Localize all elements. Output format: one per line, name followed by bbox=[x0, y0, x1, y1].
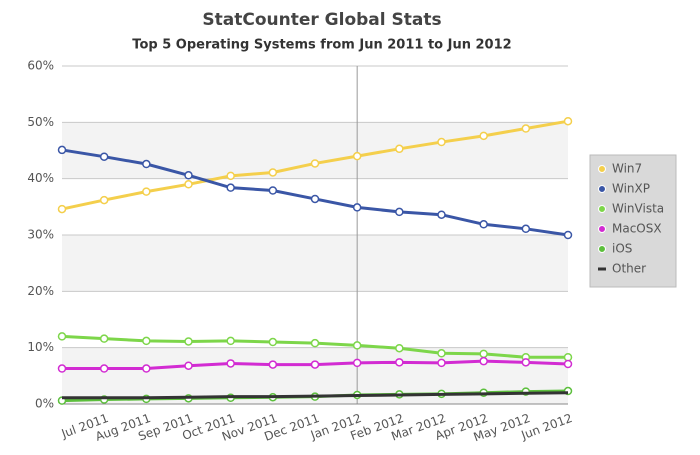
data-point bbox=[57, 364, 67, 373]
data-point bbox=[563, 359, 573, 369]
data-point bbox=[184, 171, 193, 180]
data-point bbox=[395, 207, 404, 217]
data-point bbox=[310, 360, 320, 369]
data-point bbox=[479, 131, 488, 141]
data-point bbox=[563, 116, 573, 126]
data-point bbox=[57, 332, 67, 341]
data-point bbox=[437, 137, 446, 147]
data-point bbox=[226, 359, 235, 368]
data-point bbox=[352, 203, 362, 212]
legend-marker bbox=[598, 165, 606, 173]
data-point bbox=[395, 358, 404, 367]
data-point bbox=[268, 360, 278, 369]
plot-band bbox=[62, 122, 568, 179]
data-point bbox=[142, 364, 151, 373]
data-point bbox=[184, 337, 193, 346]
chart-subtitle: Top 5 Operating Systems from Jun 2011 to… bbox=[132, 38, 511, 53]
legend-label: WinVista bbox=[612, 202, 664, 216]
plot-band bbox=[62, 235, 568, 292]
data-point bbox=[563, 230, 573, 240]
data-point bbox=[521, 224, 531, 234]
legend-label: MacOSX bbox=[612, 222, 662, 236]
legend-label: Win7 bbox=[612, 162, 642, 176]
data-point bbox=[226, 336, 235, 346]
legend-label: Other bbox=[612, 262, 646, 276]
data-point bbox=[99, 334, 109, 343]
legend-marker bbox=[598, 205, 606, 213]
data-point bbox=[479, 220, 488, 229]
legend-label: iOS bbox=[612, 242, 632, 256]
data-point bbox=[437, 349, 446, 358]
data-point bbox=[521, 358, 531, 367]
data-point bbox=[142, 336, 151, 346]
data-point bbox=[310, 159, 320, 168]
y-tick-label: 50% bbox=[27, 115, 54, 129]
legend-marker bbox=[598, 245, 606, 253]
legend-marker bbox=[598, 225, 606, 233]
data-point bbox=[268, 337, 278, 347]
y-tick-label: 30% bbox=[27, 228, 54, 242]
data-point bbox=[352, 151, 362, 161]
data-point bbox=[184, 180, 193, 189]
data-point bbox=[479, 356, 488, 366]
data-point bbox=[563, 352, 573, 362]
data-point bbox=[226, 171, 235, 181]
data-point bbox=[352, 358, 362, 368]
data-point bbox=[99, 364, 109, 373]
data-point bbox=[437, 210, 446, 219]
data-point bbox=[310, 194, 320, 204]
data-point bbox=[142, 159, 151, 169]
data-point bbox=[268, 168, 278, 177]
data-point bbox=[479, 349, 488, 359]
data-point bbox=[57, 145, 67, 155]
data-point bbox=[99, 152, 109, 161]
data-point bbox=[184, 361, 193, 370]
data-point bbox=[395, 343, 404, 353]
legend-box bbox=[589, 154, 677, 288]
data-point bbox=[142, 187, 151, 196]
y-tick-label: 10% bbox=[27, 340, 54, 354]
data-point bbox=[268, 186, 278, 195]
legend-marker bbox=[598, 185, 606, 193]
y-tick-label: 40% bbox=[27, 171, 54, 185]
data-point bbox=[310, 338, 320, 348]
data-point bbox=[437, 358, 446, 368]
data-point bbox=[521, 124, 531, 133]
chart-title: StatCounter Global Stats bbox=[202, 10, 441, 30]
y-tick-label: 60% bbox=[27, 59, 54, 73]
data-point bbox=[395, 144, 404, 154]
data-point bbox=[57, 204, 67, 214]
series-line bbox=[62, 391, 569, 400]
y-tick-label: 20% bbox=[27, 284, 54, 298]
data-point bbox=[352, 341, 362, 350]
legend-label: WinXP bbox=[612, 182, 650, 196]
data-point bbox=[99, 195, 109, 205]
y-tick-label: 0% bbox=[35, 397, 54, 411]
data-point bbox=[226, 183, 235, 192]
